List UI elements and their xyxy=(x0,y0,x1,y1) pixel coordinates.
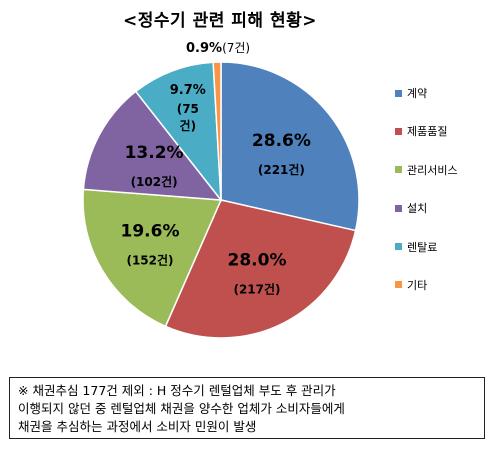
percent-label-contract: 28.6% xyxy=(252,131,311,151)
pie-slice-rental-fee xyxy=(134,61,222,203)
pie-slice-contract xyxy=(220,61,360,232)
percent-label-rental-fee: 9.7% xyxy=(170,83,206,98)
legend-item-management-service: 관리서비스 xyxy=(395,163,458,177)
footnote-line-3: 채권을 추심하는 과정에서 소비자 민원이 발생 xyxy=(18,419,257,434)
pie-slice-product-quality xyxy=(164,199,357,339)
footnote-line-1: ※ 채권추심 177건 제외 : H 정수기 렌털업체 부도 후 관리가 xyxy=(18,383,336,398)
pie-slice-management-service xyxy=(82,188,223,328)
count-label-rental-fee-part2: 건) xyxy=(180,118,197,133)
legend-label-installation: 설치 xyxy=(407,202,428,216)
legend-label-contract: 계약 xyxy=(407,87,428,100)
pie-slices xyxy=(82,61,360,339)
legend-label-rental-fee: 렌탈료 xyxy=(407,240,438,254)
footnote-box: ※ 채권추심 177건 제외 : H 정수기 렌털업체 부도 후 관리가 이행되… xyxy=(9,377,485,439)
count-label-management-service: (152건) xyxy=(126,253,173,268)
count-label-contract: (221건) xyxy=(258,162,305,177)
label-other: 0.9%(7건) xyxy=(186,41,250,56)
legend-swatch-contract xyxy=(395,89,402,97)
legend-label-other: 기타 xyxy=(407,278,428,292)
legend-item-rental-fee: 렌탈료 xyxy=(395,240,458,254)
percent-label-product-quality: 28.0% xyxy=(228,251,287,271)
slice-labels: 28.6% (221건) 28.0% (217건) 19.6% (152건) 13.2% (1… xyxy=(121,41,311,297)
legend-item-other: 기타 xyxy=(395,278,458,292)
legend-swatch-other xyxy=(395,281,402,289)
legend-label-management-service: 관리서비스 xyxy=(407,163,458,177)
percent-label-installation: 13.2% xyxy=(125,143,184,163)
legend-swatch-management-service xyxy=(395,166,402,174)
legend-item-contract: 계약 xyxy=(395,87,458,100)
legend-swatch-rental-fee xyxy=(395,243,402,251)
footnote-line-2: 이행되지 않던 중 렌털업체 채권을 양수한 업체가 소비자들에게 xyxy=(18,401,345,416)
chart-title: <정수기 관련 피해 현황> xyxy=(122,11,317,31)
percent-label-management-service: 19.6% xyxy=(121,222,180,242)
legend-label-product-quality: 제품품질 xyxy=(407,125,448,139)
count-label-product-quality: (217건) xyxy=(233,282,280,297)
legend-item-installation: 설치 xyxy=(395,202,458,216)
legend-swatch-installation xyxy=(395,204,402,212)
pie-slice-installation xyxy=(82,90,223,201)
legend-swatch-product-quality xyxy=(395,127,402,135)
count-label-rental-fee-part1: (75 xyxy=(177,102,199,116)
pie-slice-other xyxy=(212,61,222,201)
legend-item-product-quality: 제품품질 xyxy=(395,125,458,139)
count-label-installation: (102건) xyxy=(131,174,178,189)
